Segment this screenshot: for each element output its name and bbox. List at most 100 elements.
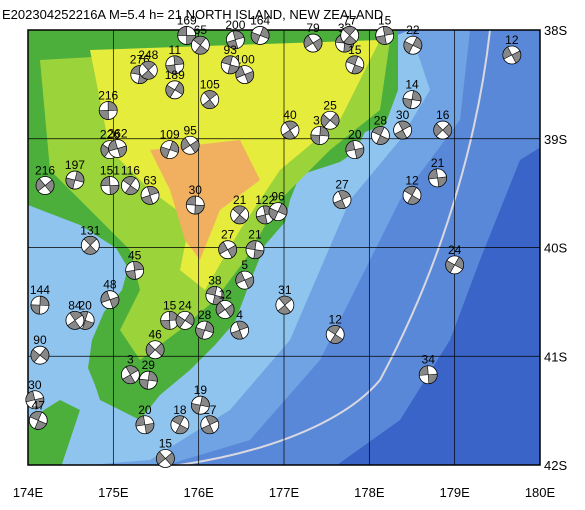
depth-label: 262 [108,127,128,141]
depth-label: 46 [148,328,162,342]
depth-label: 3 [127,353,134,367]
depth-label: 38 [208,273,222,287]
beachball-quadrant [278,295,293,306]
focal-mechanism [28,411,48,430]
beachball-quadrant [135,415,146,427]
beachball-quadrant [164,452,175,466]
beachball-quadrant [141,69,155,80]
beachball-quadrant [227,244,237,258]
y-tick-label: 39S [544,132,567,147]
beachball-quadrant [224,303,235,318]
beachball-quadrant [345,55,359,66]
focal-mechanism [160,310,180,330]
depth-label: 12 [505,33,519,47]
depth-label: 15 [159,436,173,450]
map-title: E202304252216A M=5.4 h= 21 NORTH ISLAND,… [2,7,383,22]
beachball-quadrant [428,168,438,180]
focal-mechanism [220,55,240,75]
beachball-quadrant [108,139,118,152]
beachball-quadrant [100,143,111,158]
beachball-quadrant [445,260,456,274]
beachball-quadrant [375,35,387,45]
beachball-quadrant [233,214,247,225]
focal-mechanism [418,365,438,385]
beachball-quadrant [25,390,36,403]
depth-label: 28 [374,113,388,127]
beachball-quadrant [195,327,206,340]
beachball-quadrant [107,101,118,111]
beachball-quadrant [146,186,159,196]
beachball-quadrant [201,424,214,435]
beachball-quadrant [402,97,413,109]
depth-label: 47 [32,398,46,412]
depth-label: 189 [165,68,185,82]
depth-label: 93 [224,43,238,57]
beachball-quadrant [418,365,429,376]
beachball-quadrant [147,370,158,382]
depth-label: 48 [103,278,117,292]
beachball-quadrant [29,411,43,421]
beachball-quadrant [39,295,50,306]
beachball-quadrant [376,135,389,145]
depth-label: 12 [329,313,343,327]
beachball-quadrant [329,113,340,127]
focal-mechanism [177,26,197,45]
focal-mechanism [65,170,85,190]
x-tick-label: 176E [183,485,214,500]
beachball-quadrant [226,39,239,50]
beachball-quadrant [192,35,207,46]
beachball-quadrant [236,320,249,331]
focal-mechanism [205,285,225,305]
beachball-quadrant [327,325,341,335]
beachball-quadrant [82,319,95,330]
depth-label: 15 [163,298,177,312]
focal-mechanism [180,135,200,155]
beachball-quadrant [83,244,98,255]
depth-label: 30 [189,183,203,197]
focal-mechanism [340,26,360,45]
beachball-quadrant [171,415,185,426]
focal-mechanism [155,449,175,468]
beachball-quadrant [204,321,214,334]
focal-mechanism [80,235,100,255]
beachball-quadrant [202,99,216,109]
beachball-quadrant [342,26,357,36]
depth-label: 20 [78,298,92,312]
beachball-quadrant [35,178,46,192]
beachball-quadrant [411,90,422,102]
depth-label: 122 [255,193,275,207]
depth-label: 197 [65,158,85,172]
beachball-quadrant [268,207,279,221]
focal-mechanism [160,140,180,160]
beachball-quadrant [203,90,218,101]
focal-mechanism [165,80,185,100]
map-frame [27,29,541,466]
beachball-quadrant [165,64,177,75]
focal-mechanism [30,295,50,315]
depth-label: 40 [283,108,297,122]
focal-mechanism [25,390,45,410]
beachball-quadrant [124,185,139,195]
depth-label: 25 [323,98,337,112]
beachball-quadrant [382,26,394,36]
depth-label: 21 [431,156,445,170]
beachball-quadrant [511,50,522,64]
beachball-quadrant [69,311,83,321]
depth-label: 77 [343,13,357,27]
beachball-quadrant [83,236,98,246]
beachball-quadrant [256,214,268,225]
focal-mechanism [30,345,50,365]
beachball-quadrant [502,46,513,60]
focal-mechanism [375,26,395,45]
focal-mechanism [195,320,215,340]
beachball-quadrant [259,26,270,40]
focal-mechanism [125,260,145,280]
depth-label: 5 [241,258,248,272]
beachball-quadrant [221,55,233,66]
beachball-quadrant [333,199,346,209]
beachball-quadrant [310,134,321,145]
beachball-quadrant [442,123,453,137]
depth-label: 12 [405,173,419,187]
beachball-quadrant [125,269,137,280]
focal-mechanism [345,55,365,75]
